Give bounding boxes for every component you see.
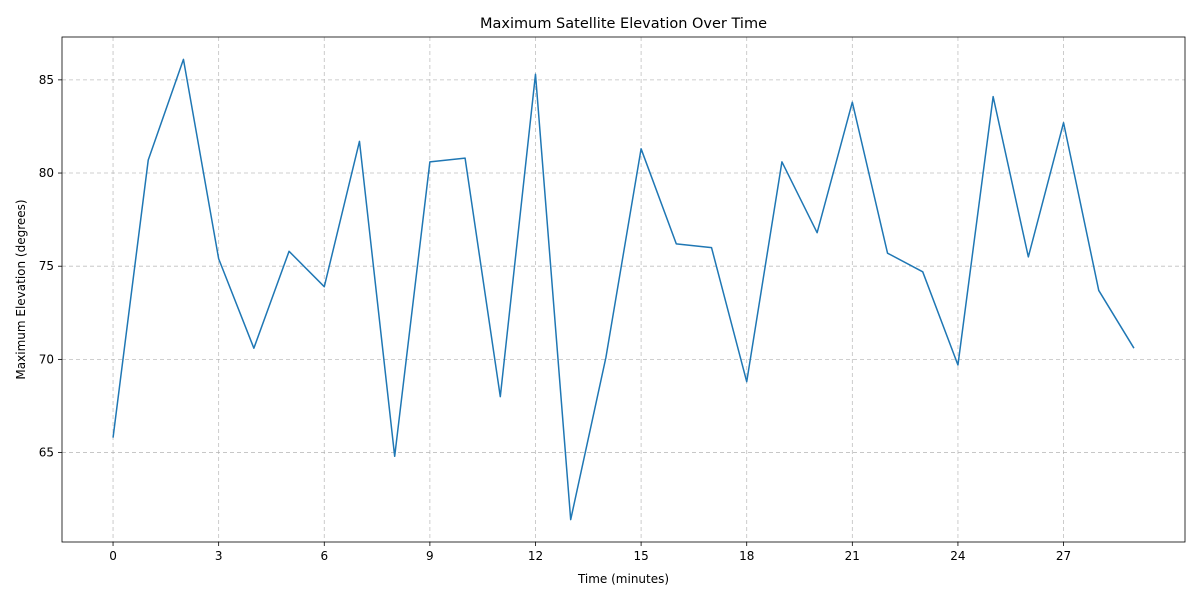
x-tick-label: 15 xyxy=(633,549,648,563)
x-tick-label: 21 xyxy=(845,549,860,563)
x-tick-label: 9 xyxy=(426,549,434,563)
y-tick-label: 85 xyxy=(39,73,54,87)
x-tick-label: 27 xyxy=(1056,549,1071,563)
series-line xyxy=(112,58,1135,521)
y-tick-label: 70 xyxy=(39,352,54,366)
series-layer xyxy=(112,58,1135,521)
grid xyxy=(62,37,1185,542)
chart-title: Maximum Satellite Elevation Over Time xyxy=(480,16,767,32)
x-tick-label: 0 xyxy=(109,549,117,563)
y-tick-label: 75 xyxy=(39,259,54,273)
x-axis-title: Time (minutes) xyxy=(577,572,669,586)
x-tick-label: 3 xyxy=(215,549,223,563)
y-axis-title: Maximum Elevation (degrees) xyxy=(14,199,28,379)
plot-frame xyxy=(61,36,1186,543)
y-tick-label: 65 xyxy=(39,446,54,460)
x-tick-label: 24 xyxy=(950,549,965,563)
y-tick-label: 80 xyxy=(39,166,54,180)
ticks: 0 3 6 9 12 15 18 21 24 27 65 70 75 80 85 xyxy=(39,73,1071,563)
x-tick-label: 18 xyxy=(739,549,754,563)
x-tick-label: 12 xyxy=(528,549,543,563)
x-tick-label: 6 xyxy=(320,549,328,563)
